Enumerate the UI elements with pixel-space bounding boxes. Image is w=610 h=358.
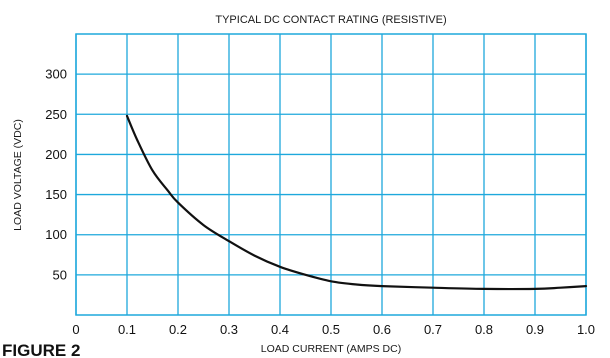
grid-lines <box>75 34 587 315</box>
y-tick-labels: 50 100 150 200 250 300 <box>45 67 67 283</box>
y-tick-label: 300 <box>45 67 67 82</box>
curve-layer <box>125 114 588 291</box>
x-tick-label: 0.5 <box>322 322 340 337</box>
chart-title: TYPICAL DC CONTACT RATING (RESISTIVE) <box>215 14 446 26</box>
figure-label: FIGURE 2 <box>2 341 80 358</box>
plot-frame <box>75 33 587 316</box>
y-tick-label: 100 <box>45 227 67 242</box>
x-axis-label: LOAD CURRENT (AMPS DC) <box>261 343 401 355</box>
x-tick-label: 0.1 <box>118 322 136 337</box>
x-tick-label: 1.0 <box>577 322 595 337</box>
x-tick-labels: 0 0.1 0.2 0.3 0.4 0.5 0.6 0.7 0.8 0.9 1.0 <box>72 322 595 337</box>
y-tick-label: 50 <box>53 267 67 282</box>
x-tick-label: 0.4 <box>271 322 289 337</box>
x-tick-label: 0.3 <box>220 322 238 337</box>
x-tick-label: 0.9 <box>526 322 544 337</box>
x-tick-label: 0.6 <box>373 322 391 337</box>
x-tick-label: 0 <box>72 322 79 337</box>
y-axis-label: LOAD VOLTAGE (VDC) <box>12 119 24 231</box>
y-tick-label: 150 <box>45 187 67 202</box>
y-tick-label: 200 <box>45 147 67 162</box>
x-tick-label: 0.2 <box>169 322 187 337</box>
x-tick-label: 0.8 <box>475 322 493 337</box>
y-tick-label: 250 <box>45 107 67 122</box>
x-tick-label: 0.7 <box>424 322 442 337</box>
rating-curve-line <box>125 114 588 291</box>
